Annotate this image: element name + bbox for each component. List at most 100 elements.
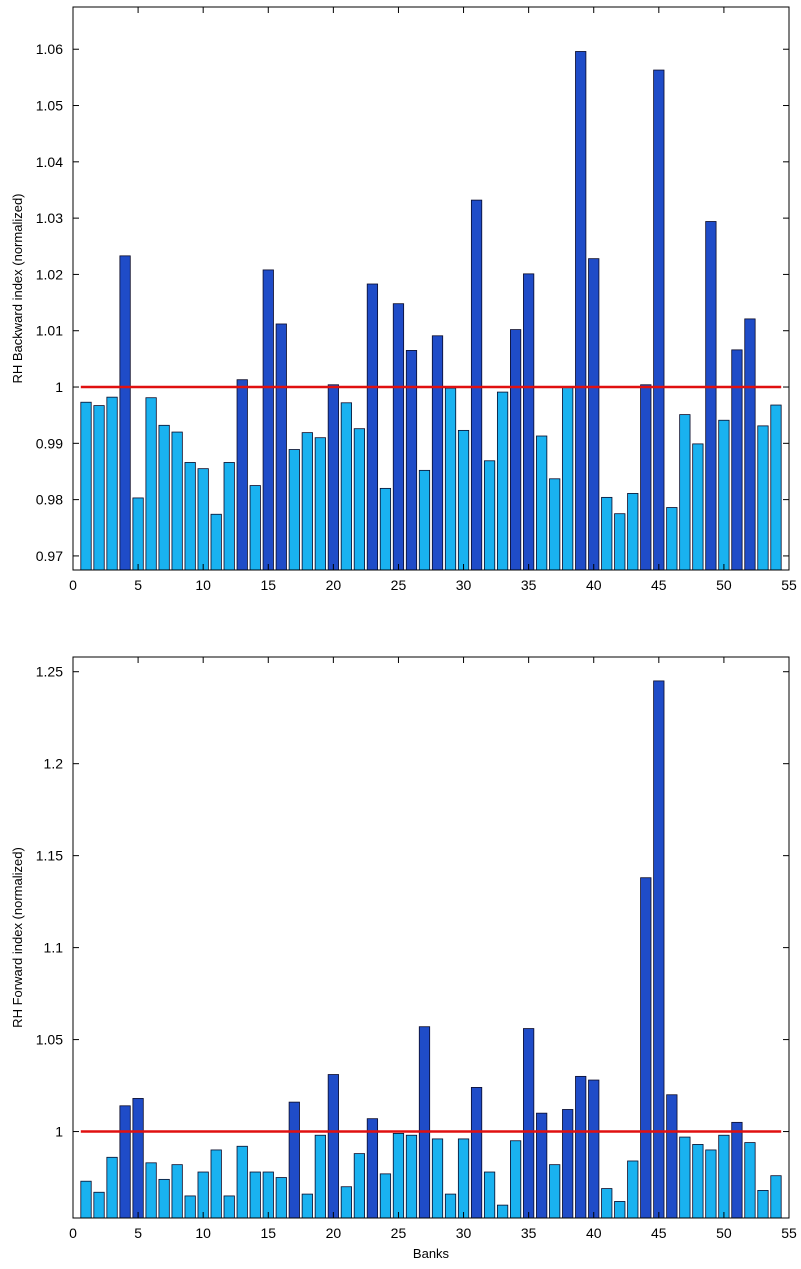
bar [353,428,366,571]
bar [575,51,587,571]
bar [562,387,574,571]
bar [184,462,196,571]
bar [523,273,535,571]
bar [640,877,652,1219]
bar [523,1028,535,1219]
bar [275,1177,287,1219]
bar [496,1204,509,1219]
bar [288,1101,300,1219]
x-tick-label: 35 [521,1225,537,1241]
bar [392,1132,405,1219]
bar [457,1138,470,1219]
x-tick-label: 15 [260,577,276,593]
bar [653,69,665,571]
bar [366,283,379,571]
bar [366,1118,379,1219]
bar [93,405,105,571]
bar [405,1134,418,1219]
bar [627,1160,639,1219]
bar [327,1074,339,1219]
bar [418,1026,431,1219]
backward-index-chart: 0 5 10 15 20 25 30 35 40 45 50 55 0.97 0.98 0.99 1 1.01 1… [10,6,797,593]
bar [340,402,352,571]
bar [666,507,678,571]
bar [627,493,639,571]
x-tick-label: 20 [326,577,342,593]
bar [158,1178,170,1219]
y-tick-label: 0.99 [36,435,63,451]
bar [106,396,118,571]
bar [770,1175,782,1219]
y-tick-label: 1 [55,379,63,395]
bar [171,431,183,571]
bar [249,485,261,571]
x-tick-label: 50 [716,1225,732,1241]
x-tick-label: 45 [651,1225,667,1241]
bar [536,1112,548,1219]
bar [575,1075,587,1219]
y-tick-label: 0.97 [36,548,63,564]
bar [692,443,704,571]
bar [444,1193,457,1219]
x-tick-label: 0 [69,1225,77,1241]
bar [640,384,652,571]
x-tick-label: 5 [134,577,142,593]
bar [210,1149,222,1219]
bar [470,199,483,571]
bar [106,1156,118,1219]
bar [744,318,756,571]
bar [601,496,613,571]
axes-frame [72,656,790,1219]
x-tick-label: 0 [69,577,77,593]
x-tick-label: 45 [651,577,667,593]
bar [379,487,392,571]
x-tick-label: 25 [391,577,407,593]
bar [679,414,691,571]
y-tick-label: 1.02 [36,266,63,282]
x-tick-label: 25 [391,1225,407,1241]
bar [666,1094,678,1219]
bar [431,1138,444,1219]
plot-area [73,657,789,1218]
y-axis-label: RH Forward index (normalized) [10,847,25,1028]
bar [614,513,626,571]
y-tick-label: 1.05 [36,98,63,114]
bar [145,397,157,571]
bar [731,1121,743,1219]
x-tick-label: 30 [456,577,472,593]
bar [184,1195,196,1219]
bar [588,258,600,571]
bar [705,1149,717,1219]
bar [770,404,782,571]
x-tick-label: 35 [521,577,537,593]
bar [301,432,313,571]
bar [288,449,300,571]
bar [249,1171,261,1219]
bar [418,469,431,571]
bar [119,255,131,571]
bar [132,1098,144,1219]
bar [496,391,509,571]
y-tick-label: 1.2 [44,756,64,772]
bar [93,1191,105,1219]
bar [483,460,496,571]
bar [718,1134,730,1219]
axes-frame [72,6,790,571]
x-tick-label: 5 [134,1225,142,1241]
bar [340,1186,352,1219]
bar [210,513,222,571]
x-tick-label: 55 [781,577,797,593]
x-tick-label: 10 [195,1225,211,1241]
bar [470,1087,483,1219]
x-tick-label: 20 [326,1225,342,1241]
bar [80,1180,92,1219]
bar [483,1171,496,1219]
bar [223,1195,235,1219]
x-tick-label: 50 [716,577,732,593]
y-tick-label: 1.01 [36,323,63,339]
bar [692,1144,704,1219]
bar [601,1188,613,1219]
bar [510,1140,522,1219]
bar [510,329,522,571]
y-tick-label: 1 [55,1124,63,1140]
